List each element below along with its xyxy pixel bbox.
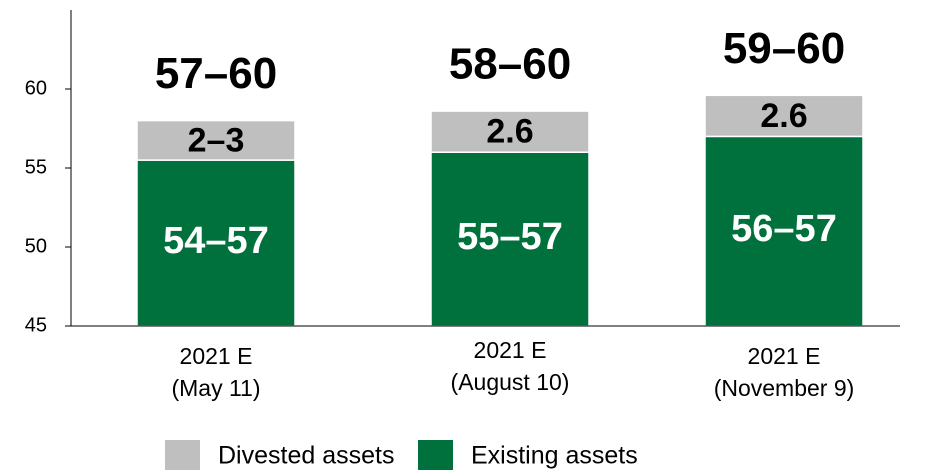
bar-value-label: 54–57 [163, 220, 269, 262]
bar-segment [430, 110, 590, 153]
legend-swatch [418, 440, 453, 470]
y-tick-label: 60 [25, 77, 47, 99]
x-tick-label: 2021 E (November 9) [714, 343, 855, 401]
y-tick-label: 50 [25, 235, 47, 257]
legend-swatch [165, 440, 200, 470]
bar-value-label: 2.6 [486, 113, 533, 151]
bar-segment [136, 119, 296, 161]
x-tick-label: 2021 E (August 10) [451, 337, 570, 395]
bar-value-label: 2–3 [188, 121, 245, 159]
bar-value-label: 2.6 [760, 97, 807, 135]
bar-segment [704, 94, 864, 138]
y-tick-label: 45 [25, 314, 47, 336]
legend-label: Existing assets [471, 442, 638, 470]
total-label: 58–60 [449, 40, 571, 89]
bar-segment [136, 159, 296, 327]
total-label: 59–60 [723, 24, 845, 73]
x-tick-label: 2021 E (May 11) [171, 343, 260, 401]
legend-label: Divested assets [218, 442, 394, 470]
y-tick-label: 55 [25, 156, 47, 178]
bar-value-label: 56–57 [731, 208, 837, 250]
bar-value-label: 55–57 [457, 216, 563, 258]
total-label: 57–60 [155, 49, 277, 98]
